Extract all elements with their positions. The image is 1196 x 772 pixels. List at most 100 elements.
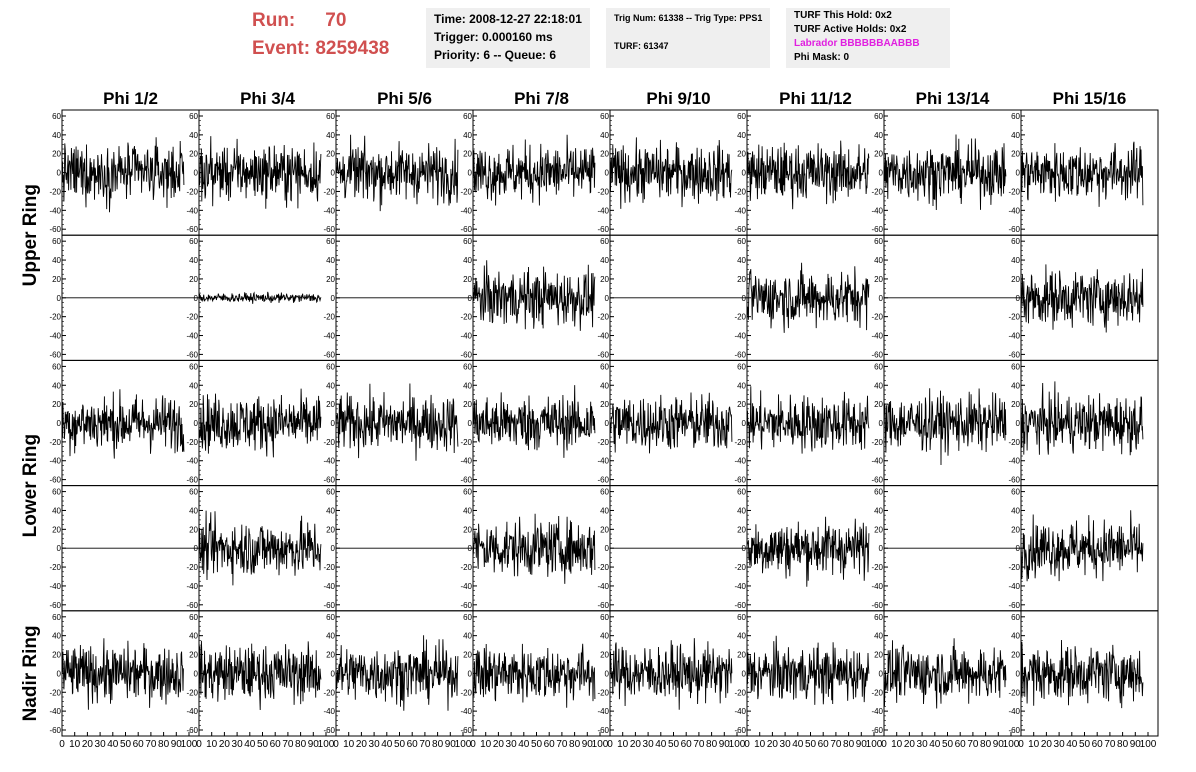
y-tick-label: -60 <box>49 601 61 610</box>
x-tick-label: 90 <box>308 739 320 750</box>
y-tick-label: 0 <box>57 419 62 428</box>
y-tick-label: 60 <box>189 488 198 497</box>
y-tick-label: -60 <box>49 350 61 359</box>
y-tick-label: 60 <box>737 488 746 497</box>
y-tick-label: 40 <box>737 381 746 390</box>
y-tick-label: 40 <box>737 256 746 265</box>
y-tick-label: 0 <box>605 294 610 303</box>
y-tick-label: 0 <box>331 169 336 178</box>
y-tick-label: 40 <box>874 506 883 515</box>
y-tick-label: -60 <box>734 476 746 485</box>
y-tick-label: -20 <box>597 438 609 447</box>
x-tick-label: 70 <box>145 739 157 750</box>
x-tick-label: 50 <box>120 739 132 750</box>
y-tick-label: 20 <box>189 525 198 534</box>
y-tick-label: 0 <box>1016 169 1021 178</box>
y-tick-label: 0 <box>605 669 610 678</box>
x-tick-label: 80 <box>569 739 581 750</box>
y-tick-label: -40 <box>323 332 335 341</box>
y-tick-label: 20 <box>874 275 883 284</box>
y-tick-label: -40 <box>49 206 61 215</box>
waveform-trace <box>1020 141 1144 207</box>
y-tick-label: -40 <box>1008 457 1020 466</box>
y-tick-label: 0 <box>194 419 199 428</box>
y-tick-label: -60 <box>186 350 198 359</box>
x-tick-label: 50 <box>668 739 680 750</box>
y-tick-label: 40 <box>1011 632 1020 641</box>
y-tick-label: -60 <box>323 225 335 234</box>
y-tick-label: -20 <box>734 688 746 697</box>
y-tick-label: 60 <box>52 362 61 371</box>
y-tick-label: 0 <box>605 419 610 428</box>
y-tick-label: 0 <box>57 669 62 678</box>
y-tick-label: 60 <box>737 112 746 121</box>
y-tick-label: -40 <box>49 582 61 591</box>
waveform-trace <box>198 388 322 458</box>
y-tick-label: 40 <box>463 506 472 515</box>
x-tick-label: 80 <box>158 739 170 750</box>
y-tick-label: 40 <box>737 506 746 515</box>
labrador-text: Labrador BBBBBBAABBB <box>794 38 920 49</box>
ring-label: Lower Ring <box>20 434 41 537</box>
x-tick-label: 0 <box>470 739 476 750</box>
y-tick-label: -60 <box>597 350 609 359</box>
y-tick-label: 0 <box>468 169 473 178</box>
y-tick-label: 20 <box>1011 150 1020 159</box>
ring-label: Nadir Ring <box>20 625 41 721</box>
y-tick-label: -40 <box>1008 206 1020 215</box>
event-value: 8259438 <box>315 38 390 59</box>
x-tick-label: 80 <box>843 739 855 750</box>
x-tick-label: 40 <box>107 739 119 750</box>
y-tick-label: 0 <box>742 169 747 178</box>
y-tick-label: -20 <box>186 313 198 322</box>
y-tick-label: -60 <box>1008 350 1020 359</box>
y-tick-label: -40 <box>734 457 746 466</box>
x-tick-label: 40 <box>929 739 941 750</box>
x-tick-label: 0 <box>333 739 339 750</box>
y-tick-label: 0 <box>742 669 747 678</box>
waveform-trace <box>198 136 322 209</box>
y-tick-label: -20 <box>186 563 198 572</box>
y-tick-label: 0 <box>194 294 199 303</box>
y-tick-label: 60 <box>463 112 472 121</box>
x-tick-label: 100 <box>1140 739 1157 750</box>
x-tick-label: 70 <box>1104 739 1116 750</box>
y-tick-label: -60 <box>323 726 335 735</box>
y-tick-label: -20 <box>186 438 198 447</box>
y-tick-label: 20 <box>737 525 746 534</box>
y-tick-label: 40 <box>463 632 472 641</box>
x-tick-label: 100 <box>318 739 335 750</box>
y-tick-label: 20 <box>737 150 746 159</box>
x-tick-label: 80 <box>295 739 307 750</box>
y-tick-label: -40 <box>323 707 335 716</box>
y-tick-label: 40 <box>189 632 198 641</box>
y-tick-label: 20 <box>326 651 335 660</box>
y-tick-label: 0 <box>194 544 199 553</box>
y-tick-label: 60 <box>463 613 472 622</box>
y-tick-label: 60 <box>1011 112 1020 121</box>
y-tick-label: 0 <box>1016 419 1021 428</box>
y-tick-label: 60 <box>1011 613 1020 622</box>
y-tick-label: -20 <box>49 313 61 322</box>
y-tick-label: 40 <box>1011 381 1020 390</box>
y-tick-label: -40 <box>186 332 198 341</box>
y-tick-label: 20 <box>874 150 883 159</box>
column-header: Phi 5/6 <box>377 89 432 108</box>
y-tick-label: 60 <box>463 488 472 497</box>
y-tick-label: 0 <box>1016 669 1021 678</box>
x-tick-label: 100 <box>729 739 746 750</box>
y-tick-label: 60 <box>326 362 335 371</box>
y-tick-label: 20 <box>737 651 746 660</box>
y-tick-label: 40 <box>52 632 61 641</box>
y-tick-label: 0 <box>742 294 747 303</box>
y-tick-label: 40 <box>326 131 335 140</box>
y-tick-label: -20 <box>871 187 883 196</box>
y-tick-label: -40 <box>871 707 883 716</box>
y-tick-label: 60 <box>737 362 746 371</box>
y-tick-label: -20 <box>597 563 609 572</box>
y-tick-label: -60 <box>460 350 472 359</box>
y-tick-label: -40 <box>186 582 198 591</box>
y-tick-label: 20 <box>1011 275 1020 284</box>
y-tick-label: -40 <box>323 582 335 591</box>
